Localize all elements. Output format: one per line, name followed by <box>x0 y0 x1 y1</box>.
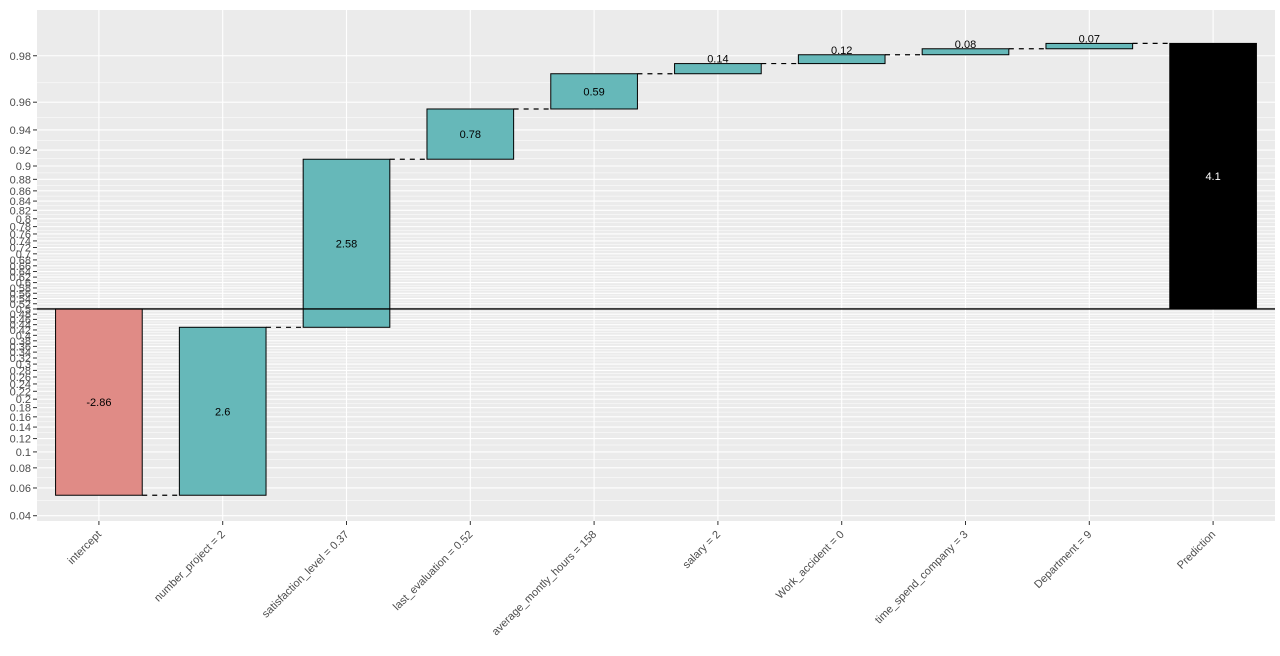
bar-positive <box>797 54 886 65</box>
y-tick-label: 0.5 <box>16 304 31 316</box>
y-tick-label: 0.26 <box>10 372 31 384</box>
bar-value-label: 0.78 <box>460 129 481 141</box>
y-tick-label: 0.9 <box>16 161 31 173</box>
y-tick-label: 0.34 <box>10 347 31 359</box>
y-tick-label: 0.74 <box>10 236 31 248</box>
y-tick-label: 0.66 <box>10 261 31 273</box>
y-tick-label: 0.24 <box>10 379 31 391</box>
y-tick-label: 0.04 <box>10 511 31 523</box>
y-tick-label: 0.92 <box>10 145 31 157</box>
y-tick-label: 0.94 <box>10 125 31 137</box>
x-tick-label: salary = 2 <box>681 529 723 571</box>
bar-positive <box>921 48 1010 56</box>
y-tick-label: 0.52 <box>10 299 31 311</box>
y-tick-label: 0.68 <box>10 255 31 267</box>
bar-value-label: 0.07 <box>1079 33 1100 45</box>
y-tick-label: 0.44 <box>10 320 31 332</box>
bar-value-label: 2.6 <box>215 406 230 418</box>
bar-value-label: 0.59 <box>583 86 604 98</box>
x-tick-label: average_montly_hours = 158 <box>490 529 599 638</box>
y-tick-label: 0.72 <box>10 243 31 255</box>
y-tick-label: 0.1 <box>16 447 31 459</box>
bar-value-label: 0.12 <box>831 45 852 57</box>
bar-negative <box>55 308 143 496</box>
y-tick-label: 0.32 <box>10 353 31 365</box>
x-tick-label: satisfaction_level = 0.37 <box>260 529 352 621</box>
y-tick-label: 0.12 <box>10 434 31 446</box>
connectors <box>142 42 1170 496</box>
y-tick-label: 0.38 <box>10 336 31 348</box>
x-tick-label: time_spend_company = 3 <box>873 529 971 627</box>
bar-positive <box>178 326 267 496</box>
y-tick-label: 0.42 <box>10 325 31 337</box>
y-tick-label: 0.98 <box>10 51 31 63</box>
bar-value-label: 0.08 <box>955 39 976 51</box>
y-tick-label: 0.8 <box>16 214 31 226</box>
x-tick-label: number_project = 2 <box>152 529 228 605</box>
y-tick-label: 0.56 <box>10 288 31 300</box>
bar-value-label: 4.1 <box>1205 171 1220 183</box>
bar-value-label: 0.14 <box>707 54 728 66</box>
y-tick-label: 0.4 <box>16 330 31 342</box>
y-tick-label: 0.86 <box>10 186 31 198</box>
x-tick-label: Prediction <box>1175 529 1218 572</box>
x-axis: intercept number_project = 2 satisfaction_… <box>66 521 1218 638</box>
y-tick-label: 0.16 <box>10 412 31 424</box>
bar-positive <box>674 63 762 75</box>
y-tick-label: 0.76 <box>10 229 31 241</box>
y-tick-label: 0.7 <box>16 249 31 261</box>
bar-positive <box>550 73 638 110</box>
y-tick-label: 0.06 <box>10 483 31 495</box>
x-tick-label: Department = 9 <box>1032 529 1094 591</box>
bar-positive <box>1045 42 1134 50</box>
y-tick-label: 0.82 <box>10 205 31 217</box>
y-tick-label: 0.78 <box>10 222 31 234</box>
bar-positive <box>302 158 391 328</box>
x-tick-label: Work_accident = 0 <box>774 529 847 602</box>
y-axis: 0.040.060.080.10.120.140.160.180.20.220.… <box>10 51 37 523</box>
bar-value-label: -2.86 <box>86 397 111 409</box>
y-tick-label: 0.96 <box>10 97 31 109</box>
y-tick-label: 0.36 <box>10 341 31 353</box>
y-tick-label: 0.3 <box>16 359 31 371</box>
bars <box>55 42 1257 496</box>
y-tick-label: 0.46 <box>10 314 31 326</box>
bar-positive <box>426 108 515 160</box>
y-tick-label: 0.22 <box>10 386 31 398</box>
y-tick-label: 0.62 <box>10 272 31 284</box>
y-tick-label: 0.54 <box>10 294 31 306</box>
y-tick-label: 0.58 <box>10 283 31 295</box>
y-tick-label: 0.2 <box>16 394 31 406</box>
y-tick-label: 0.88 <box>10 174 31 186</box>
y-tick-label: 0.08 <box>10 463 31 475</box>
y-tick-label: 0.6 <box>16 278 31 290</box>
bar-labels: -2.86 2.6 2.58 0.78 0.59 0.14 0.12 0.08 0.07 4.1 <box>86 33 1220 418</box>
x-tick-label: intercept <box>66 529 104 567</box>
y-tick-label: 0.18 <box>10 403 31 415</box>
y-tick-label: 0.28 <box>10 365 31 377</box>
y-tick-label: 0.14 <box>10 422 31 434</box>
bar-value-label: 2.58 <box>336 238 357 250</box>
bar-prediction <box>1169 42 1257 310</box>
y-tick-label: 0.84 <box>10 196 31 208</box>
y-tick-label: 0.64 <box>10 267 31 279</box>
x-tick-label: last_evaluation = 0.52 <box>391 529 475 613</box>
y-tick-label: 0.48 <box>10 309 31 321</box>
